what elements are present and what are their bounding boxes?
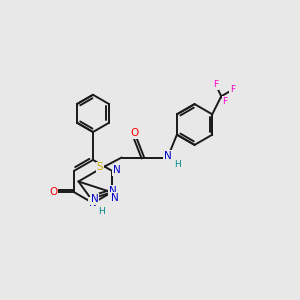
Text: S: S (97, 162, 104, 172)
Text: F: F (213, 80, 218, 89)
Text: N: N (89, 198, 97, 208)
Text: O: O (130, 128, 138, 138)
Text: H: H (174, 160, 181, 169)
Text: N: N (164, 151, 172, 161)
Text: N: N (113, 165, 121, 175)
Text: H: H (98, 207, 105, 216)
Text: O: O (49, 187, 57, 197)
Text: N: N (91, 194, 99, 204)
Text: F: F (230, 85, 235, 94)
Text: N: N (111, 193, 119, 203)
Text: F: F (222, 97, 227, 106)
Text: N: N (109, 186, 117, 196)
